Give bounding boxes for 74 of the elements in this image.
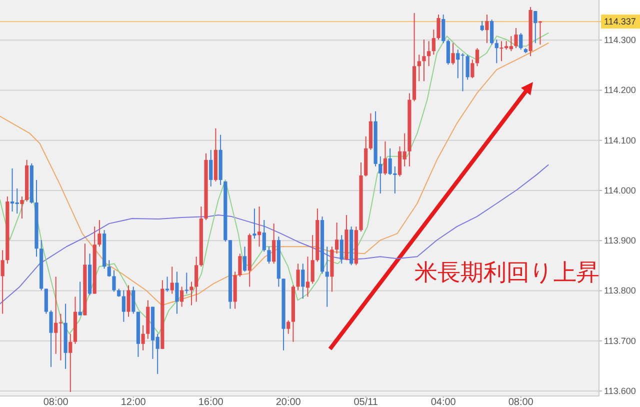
candlestick [432,29,436,56]
x-tick-label: 08:00 [43,397,69,407]
candlestick [442,14,446,44]
candlestick [286,320,290,334]
y-tick-label: 114.000 [604,185,636,196]
candlestick [107,260,111,278]
candlestick [122,290,126,322]
candlestick [480,20,484,32]
x-tick-label: 08:00 [508,397,534,407]
candlestick [378,156,382,194]
candlestick [132,286,136,314]
candlestick [466,54,470,80]
candlestick [519,32,523,50]
candlestick [470,59,474,79]
candlestick [446,39,450,66]
candlestick [451,42,455,66]
candlestick [68,333,72,392]
candlestick [422,39,426,82]
candlestick [267,246,271,264]
candlestick [296,263,300,291]
candlestick [190,281,194,306]
y-tick-label: 114.200 [604,85,636,96]
annotation: 米長期利回り上昇 [414,259,600,285]
candlestick [272,223,276,264]
y-tick-label: 113.700 [604,336,636,346]
candlestick [427,40,431,67]
candlestick [209,149,213,187]
candlestick [98,220,102,248]
candlestick [334,222,339,254]
y-tick-label: 114.300 [604,35,636,46]
candlestick [141,324,145,351]
candlestick [534,10,538,44]
candlestick [436,14,440,40]
candlestick [485,14,489,44]
y-tick-label: 114.100 [604,135,636,146]
x-tick-label: 05/11 [354,397,378,407]
candlestick [301,263,305,300]
ref-line-label: 114.337 [604,16,636,27]
y-tick-label: 113.800 [604,286,636,296]
candlestick [165,276,170,292]
candlestick [514,28,518,49]
x-tick-label: 20:00 [276,397,302,407]
y-tick-label: 113.600 [604,386,636,396]
candlestick [242,246,247,272]
x-tick-label: 12:00 [120,397,146,407]
candlestick [180,286,184,308]
candlestick [112,270,116,292]
candlestick [262,220,266,252]
candlestick [340,234,344,264]
candlestick [238,253,242,278]
candlestick [126,284,130,318]
candlestick [383,140,388,176]
candlestick [538,20,542,46]
candlestick [194,256,198,302]
candlestick [184,272,188,294]
x-tick-label: 04:00 [430,397,456,407]
candlestick [0,250,4,314]
candlestick [258,206,262,248]
candlestick [306,256,310,298]
candlestick [20,196,24,220]
candlestick [78,281,82,316]
candlestick [325,246,329,308]
candlestick [417,54,421,82]
x-tick-label: 16:00 [198,397,224,407]
candlestick [490,19,494,46]
candlestick [310,234,314,284]
candlestick [475,48,480,67]
y-tick-label: 113.900 [604,236,636,246]
candlestick [175,271,179,314]
candlestick [494,39,498,64]
candlestick [49,310,53,368]
candlestick [44,288,48,314]
candlestick [170,266,174,294]
candlestick [252,208,256,240]
